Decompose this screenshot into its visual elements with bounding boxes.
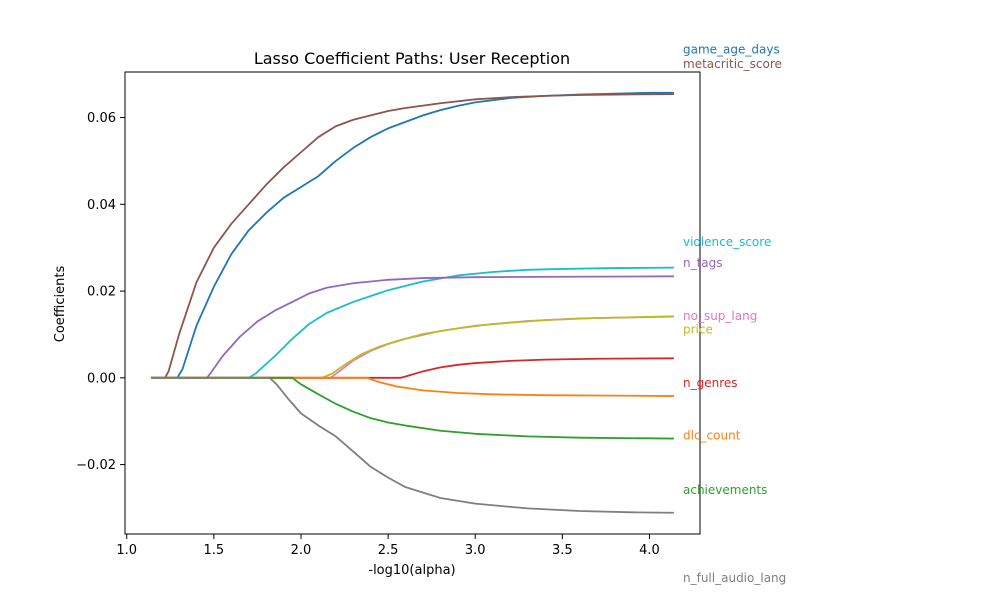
y-axis-title: Coefficients (53, 266, 68, 343)
axis-ticks: 1.0 1.5 2.0 2.5 3.0 3.5 4.0 −0.02 0.00 0.02 0.04 0.… (76, 111, 660, 558)
series-line-n-full-audio-lang (151, 376, 674, 514)
x-tick-label: 2.0 (291, 543, 312, 558)
series-label-n-genres: n_genres (683, 376, 738, 390)
series-line-n-tags (151, 275, 674, 379)
y-tick-label: 0.04 (87, 198, 116, 213)
x-tick-label: 4.0 (639, 543, 660, 558)
series-line-violence-score (151, 266, 674, 379)
y-tick-label: 0.06 (87, 111, 116, 126)
y-tick-label: −0.02 (76, 458, 116, 473)
series-label-no-sup-lang: no_sup_lang (683, 309, 757, 323)
series-label-n-full-audio-lang: n_full_audio_lang (683, 571, 786, 585)
x-tick-label: 3.5 (552, 543, 573, 558)
series-label-metacritic-score: metacritic_score (683, 57, 782, 71)
x-tick-label: 3.0 (465, 543, 486, 558)
series-lines (151, 91, 674, 514)
series-line-dlc-count (151, 376, 674, 397)
plot-frame (124, 71, 701, 535)
chart-title: Lasso Coefficient Paths: User Reception (254, 49, 570, 68)
series-label-achievements: achievements (683, 483, 767, 497)
series-label-dlc-count: dlc_count (683, 429, 741, 443)
x-axis-title: -log10(alpha) (368, 563, 455, 578)
series-line-price (151, 315, 674, 379)
series-label-violence-score: violence_score (683, 235, 771, 249)
x-tick-label: 1.0 (116, 543, 137, 558)
series-label-game-age-days: game_age_days (683, 42, 780, 56)
x-tick-label: 1.5 (204, 543, 225, 558)
series-label-price: price (683, 323, 713, 337)
y-tick-label: 0.02 (87, 285, 116, 300)
series-label-n-tags: n_tags (683, 256, 723, 270)
series-line-achievements (151, 376, 674, 440)
series-line-n-genres (151, 357, 674, 379)
series-line-metacritic-score (151, 93, 674, 379)
y-tick-label: 0.00 (87, 371, 116, 386)
x-tick-label: 2.5 (378, 543, 399, 558)
